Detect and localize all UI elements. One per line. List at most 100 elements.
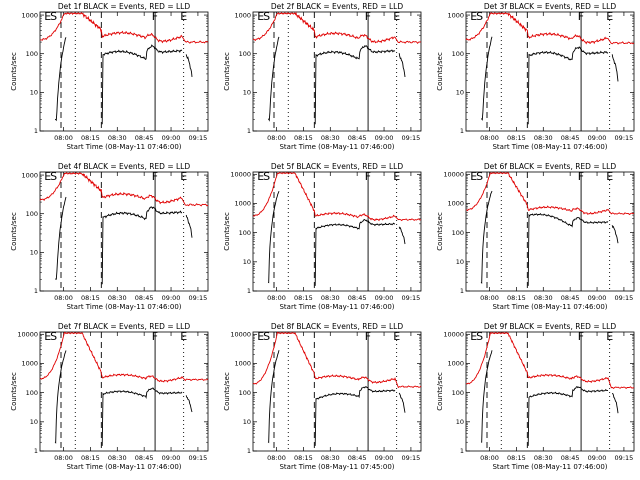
y-tick-label: 1 (34, 287, 38, 295)
x-tick-label: 08:45 (135, 134, 154, 142)
y-tick-label: 100 (26, 389, 38, 397)
x-tick-label: 09:00 (162, 134, 181, 142)
x-tick-label: 09:15 (615, 294, 634, 302)
x-tick-label: 08:00 (54, 294, 73, 302)
y-axis-label: Counts/sec (436, 212, 444, 251)
event-marker-label: S (50, 10, 57, 23)
x-tick-label: 08:45 (561, 134, 580, 142)
event-marker-label: E (180, 170, 187, 183)
x-axis-label: Start Time (08-May-11 07:46:00) (492, 143, 607, 151)
y-tick-label: 10 (456, 89, 464, 97)
event-marker-label: S (50, 170, 57, 183)
x-tick-label: 08:00 (267, 294, 286, 302)
detector-panel: Det 3f BLACK = Events, RED = LLD 1 10 100 10… (436, 2, 635, 151)
plot-frame (465, 171, 635, 292)
detector-panel: Det 8f BLACK = Events, RED = LLD 1 10 100 10… (223, 322, 422, 471)
x-tick-label: 08:15 (81, 134, 100, 142)
x-tick-label: 09:00 (588, 134, 607, 142)
x-tick-label: 09:15 (402, 294, 421, 302)
events-series-line (54, 37, 67, 122)
x-axis-label: Start Time (08-May-11 07:45:00) (279, 463, 394, 471)
plot-frame (39, 171, 209, 292)
y-tick-label: 10000 (230, 331, 251, 339)
event-marker-label: E (470, 170, 477, 183)
x-tick-label: 09:00 (588, 454, 607, 462)
events-series-line (101, 206, 183, 285)
detector-panel: Det 6f BLACK = Events, RED = LLD 1 10 100 10… (436, 162, 635, 311)
panel-title: Det 8f BLACK = Events, RED = LLD (271, 322, 404, 331)
detector-panel: Det 5f BLACK = Events, RED = LLD 1 10 100 10… (223, 162, 422, 311)
x-tick-label: 08:15 (507, 134, 526, 142)
y-tick-label: 10 (30, 249, 38, 257)
x-tick-label: 08:15 (294, 454, 313, 462)
plot-frame (39, 11, 209, 132)
event-marker-label: S (263, 10, 270, 23)
events-series-line (398, 53, 406, 78)
x-tick-label: 08:30 (108, 134, 127, 142)
y-tick-label: 1 (247, 447, 251, 455)
events-series-line (398, 226, 406, 245)
event-marker-label: E (44, 10, 51, 23)
y-tick-label: 1 (460, 287, 464, 295)
panel-title: Det 3f BLACK = Events, RED = LLD (484, 2, 617, 11)
x-tick-label: 08:30 (534, 294, 553, 302)
lld-series-line (39, 11, 209, 44)
event-marker-label: F (152, 170, 158, 183)
x-tick-label: 08:15 (294, 294, 313, 302)
x-axis-label: Start Time (08-May-11 07:46:00) (66, 303, 181, 311)
y-axis-label: Counts/sec (223, 52, 231, 91)
x-tick-label: 09:00 (375, 454, 394, 462)
x-tick-label: 08:45 (348, 134, 367, 142)
plot-frame (252, 11, 422, 132)
x-tick-label: 08:30 (108, 294, 127, 302)
lld-series-line (252, 11, 421, 45)
x-axis-label: Start Time (08-May-11 07:46:00) (66, 463, 181, 471)
y-tick-label: 10 (30, 418, 38, 426)
x-tick-label: 09:00 (375, 294, 394, 302)
x-tick-label: 08:00 (54, 134, 73, 142)
lld-series-line (252, 171, 422, 222)
panel-title: Det 7f BLACK = Events, RED = LLD (58, 322, 191, 331)
x-tick-label: 09:15 (189, 294, 208, 302)
plot-frame (465, 331, 635, 452)
events-series-line (267, 191, 280, 284)
y-tick-label: 100 (239, 389, 251, 397)
x-tick-label: 08:45 (348, 454, 367, 462)
event-marker-label: E (393, 170, 400, 183)
event-marker-label: E (393, 330, 400, 343)
events-series-line (481, 36, 493, 121)
y-tick-label: 100 (239, 229, 251, 237)
y-axis-label: Counts/sec (436, 372, 444, 411)
y-axis-label: Counts/sec (223, 372, 231, 411)
y-tick-label: 10000 (443, 171, 464, 179)
y-tick-label: 1000 (447, 360, 464, 368)
x-tick-label: 09:15 (189, 134, 208, 142)
event-marker-label: E (257, 10, 264, 23)
x-tick-label: 08:15 (81, 294, 100, 302)
y-tick-label: 1 (34, 447, 38, 455)
event-marker-label: S (263, 170, 270, 183)
y-tick-label: 100 (26, 210, 38, 218)
y-tick-label: 10 (456, 418, 464, 426)
event-marker-label: E (393, 10, 400, 23)
x-tick-label: 08:00 (267, 134, 286, 142)
events-series-line (185, 395, 193, 413)
y-axis-label: Counts/sec (436, 52, 444, 91)
x-tick-label: 09:15 (615, 134, 634, 142)
y-tick-label: 1000 (21, 11, 38, 19)
events-series-line (480, 190, 493, 285)
x-tick-label: 09:15 (402, 134, 421, 142)
event-marker-label: E (44, 170, 51, 183)
y-tick-label: 1 (247, 127, 251, 135)
y-tick-label: 1 (460, 127, 464, 135)
event-marker-label: F (365, 330, 371, 343)
events-series-line (314, 386, 396, 446)
x-tick-label: 08:30 (108, 454, 127, 462)
x-tick-label: 08:00 (54, 454, 73, 462)
y-tick-label: 10000 (443, 331, 464, 339)
lld-series-line (252, 331, 422, 389)
event-marker-label: E (606, 330, 613, 343)
lld-series-line (465, 171, 635, 216)
y-tick-label: 1000 (447, 11, 464, 19)
